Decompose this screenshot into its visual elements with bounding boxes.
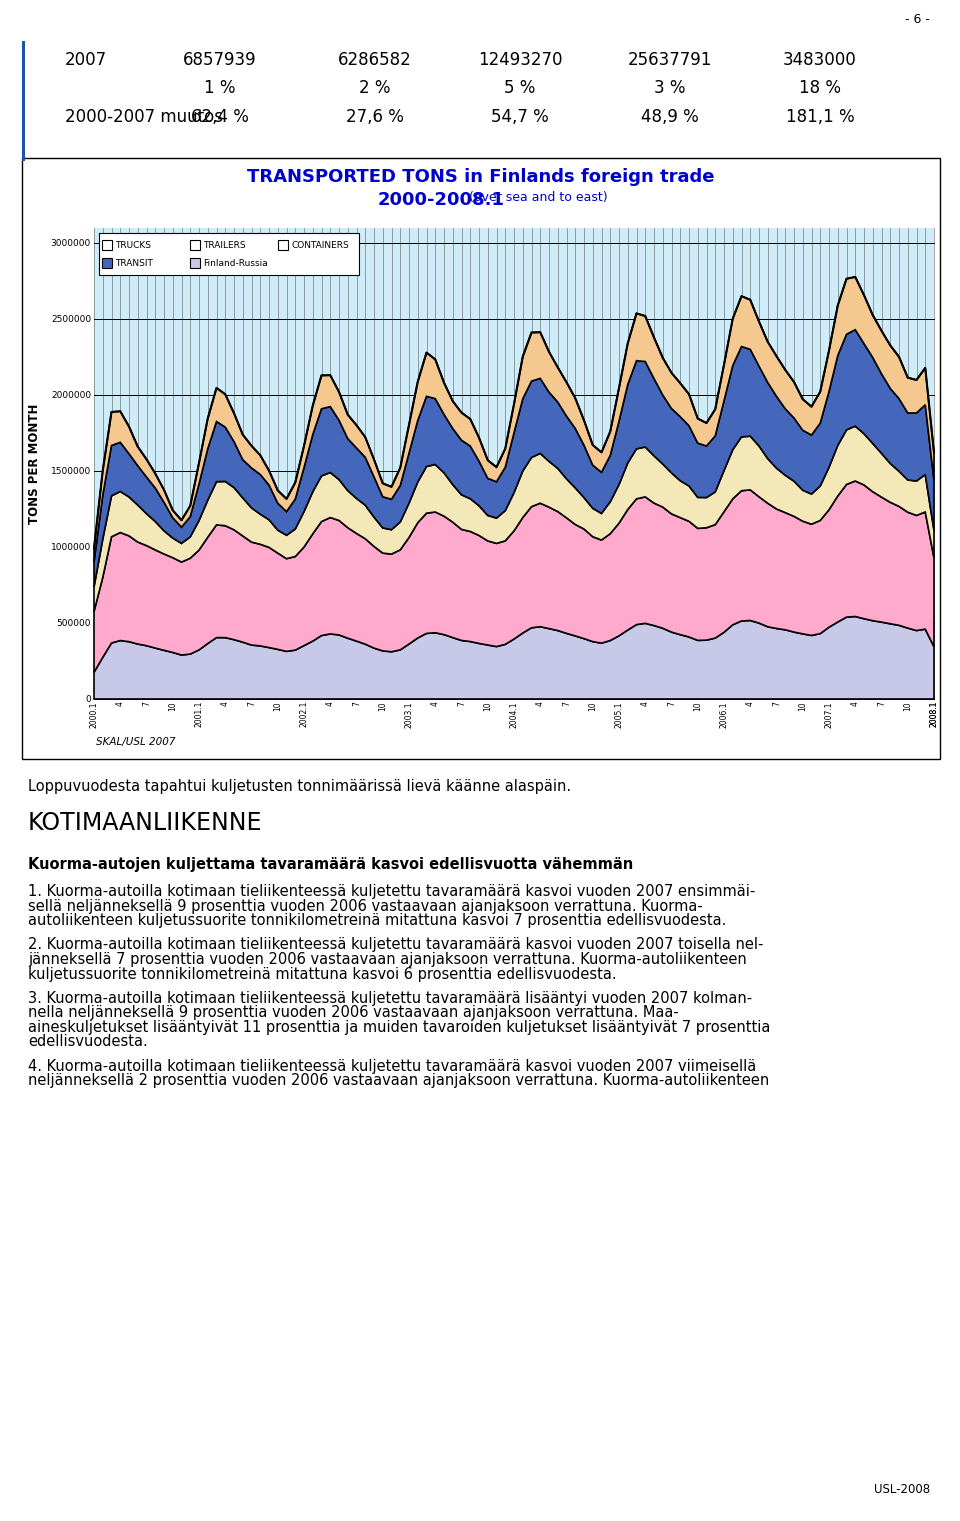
Text: 4: 4 — [746, 701, 755, 706]
Text: SKAL/USL 2007: SKAL/USL 2007 — [96, 738, 176, 747]
Text: 2001.1: 2001.1 — [195, 701, 204, 727]
Text: Kuorma-autojen kuljettama tavaramäärä kasvoi edellisvuotta vähemmän: Kuorma-autojen kuljettama tavaramäärä ka… — [28, 856, 634, 872]
Text: 2005.1: 2005.1 — [614, 701, 623, 727]
Text: Loppuvuodesta tapahtui kuljetusten tonnimäärissä lievä käänne alaspäin.: Loppuvuodesta tapahtui kuljetusten tonni… — [28, 779, 571, 794]
Text: 54,7 %: 54,7 % — [492, 108, 549, 126]
Text: 1 %: 1 % — [204, 79, 236, 97]
Text: 181,1 %: 181,1 % — [785, 108, 854, 126]
Text: TRANSPORTED TONS in Finlands foreign trade: TRANSPORTED TONS in Finlands foreign tra… — [248, 167, 715, 186]
Text: 2007: 2007 — [65, 52, 108, 68]
Text: 6857939: 6857939 — [183, 52, 257, 68]
Text: 1000000: 1000000 — [51, 543, 91, 552]
Text: 2000-2008.1: 2000-2008.1 — [377, 192, 505, 208]
Text: 2 %: 2 % — [359, 79, 391, 97]
Text: 7: 7 — [352, 701, 361, 706]
Text: edellisvuodesta.: edellisvuodesta. — [28, 1034, 148, 1049]
Text: 18 %: 18 % — [799, 79, 841, 97]
Text: 4: 4 — [851, 701, 860, 706]
Text: 2003.1: 2003.1 — [404, 701, 414, 727]
Bar — [102, 240, 112, 249]
Text: 3. Kuorma-autoilla kotimaan tieliikenteessä kuljetettu tavaramäärä lisääntyi vuo: 3. Kuorma-autoilla kotimaan tieliikentee… — [28, 992, 752, 1005]
Text: 62,4 %: 62,4 % — [191, 108, 249, 126]
Text: 4. Kuorma-autoilla kotimaan tieliikenteessä kuljetettu tavaramäärä kasvoi vuoden: 4. Kuorma-autoilla kotimaan tieliikentee… — [28, 1059, 756, 1074]
Polygon shape — [94, 426, 934, 611]
Text: TONS PER MONTH: TONS PER MONTH — [28, 403, 40, 523]
Text: 3000000: 3000000 — [51, 239, 91, 248]
Text: 7: 7 — [772, 701, 781, 706]
Text: 48,9 %: 48,9 % — [641, 108, 699, 126]
Text: - 6 -: - 6 - — [905, 14, 930, 26]
Text: 6286582: 6286582 — [338, 52, 412, 68]
Text: 12493270: 12493270 — [478, 52, 563, 68]
Text: 4: 4 — [221, 701, 229, 706]
Text: 4: 4 — [116, 701, 125, 706]
Text: 2500000: 2500000 — [51, 315, 91, 324]
Text: 2000000: 2000000 — [51, 391, 91, 400]
Text: USL-2008: USL-2008 — [874, 1483, 930, 1497]
Text: 7: 7 — [142, 701, 151, 706]
Text: kuljetussuorite tonnikilometreinä mitattuna kasvoi 6 prosenttia edellisvuodesta.: kuljetussuorite tonnikilometreinä mitatt… — [28, 966, 616, 981]
Text: 2000.1: 2000.1 — [89, 701, 99, 727]
Polygon shape — [94, 330, 934, 587]
Text: 3483000: 3483000 — [783, 52, 857, 68]
Text: sellä neljänneksellä 9 prosenttia vuoden 2006 vastaavaan ajanjaksoon verrattuna.: sellä neljänneksellä 9 prosenttia vuoden… — [28, 899, 703, 914]
Text: 2002.1: 2002.1 — [300, 701, 308, 727]
Text: 2. Kuorma-autoilla kotimaan tieliikenteessä kuljetettu tavaramäärä kasvoi vuoden: 2. Kuorma-autoilla kotimaan tieliikentee… — [28, 937, 763, 952]
Text: 500000: 500000 — [57, 619, 91, 628]
Bar — [190, 240, 200, 249]
Text: (over sea and to east): (over sea and to east) — [465, 192, 608, 204]
Text: 2008.1: 2008.1 — [929, 701, 939, 727]
Text: 0: 0 — [85, 695, 91, 704]
Text: 25637791: 25637791 — [628, 52, 712, 68]
Text: 10: 10 — [799, 701, 807, 710]
Text: 4: 4 — [640, 701, 650, 706]
Text: 7: 7 — [247, 701, 256, 706]
Text: 10: 10 — [168, 701, 178, 710]
Text: 1500000: 1500000 — [51, 467, 91, 476]
Text: autoliikenteen kuljetussuorite tonnikilometreinä mitattuna kasvoi 7 prosenttia e: autoliikenteen kuljetussuorite tonnikilo… — [28, 913, 727, 928]
Text: 7: 7 — [877, 701, 886, 706]
Text: 10: 10 — [483, 701, 492, 710]
Text: 10: 10 — [274, 701, 282, 710]
Bar — [278, 240, 288, 249]
Text: 2000-2007 muutos: 2000-2007 muutos — [65, 108, 223, 126]
Polygon shape — [94, 481, 934, 672]
Text: aineskuljetukset lisääntyivät 11 prosenttia ja muiden tavaroiden kuljetukset lis: aineskuljetukset lisääntyivät 11 prosent… — [28, 1021, 770, 1034]
Text: 10: 10 — [588, 701, 597, 710]
Text: 10: 10 — [378, 701, 387, 710]
Text: 7: 7 — [667, 701, 676, 706]
Polygon shape — [94, 277, 934, 563]
Text: 2007.1: 2007.1 — [825, 701, 833, 727]
Bar — [94, 228, 934, 700]
Bar — [102, 259, 112, 268]
Text: 4: 4 — [536, 701, 544, 706]
Text: 4: 4 — [431, 701, 440, 706]
Bar — [190, 259, 200, 268]
Text: 1. Kuorma-autoilla kotimaan tieliikenteessä kuljetettu tavaramäärä kasvoi vuoden: 1. Kuorma-autoilla kotimaan tieliikentee… — [28, 884, 756, 899]
Text: TRANSIT: TRANSIT — [115, 259, 153, 268]
Text: 5 %: 5 % — [504, 79, 536, 97]
Text: TRUCKS: TRUCKS — [115, 240, 151, 249]
Text: neljänneksellä 2 prosenttia vuoden 2006 vastaavaan ajanjaksoon verrattuna. Kuorm: neljänneksellä 2 prosenttia vuoden 2006 … — [28, 1074, 769, 1089]
Text: TRAILERS: TRAILERS — [203, 240, 246, 249]
Bar — [99, 233, 359, 275]
Text: 2008.1: 2008.1 — [929, 701, 939, 727]
Text: nella neljänneksellä 9 prosenttia vuoden 2006 vastaavaan ajanjaksoon verrattuna.: nella neljänneksellä 9 prosenttia vuoden… — [28, 1005, 679, 1021]
Text: 10: 10 — [903, 701, 912, 710]
Text: jänneksellä 7 prosenttia vuoden 2006 vastaavaan ajanjaksoon verrattuna. Kuorma-a: jänneksellä 7 prosenttia vuoden 2006 vas… — [28, 952, 747, 967]
Text: CONTAINERS: CONTAINERS — [291, 240, 348, 249]
Text: 7: 7 — [562, 701, 571, 706]
Text: KOTIMAANLIIKENNE: KOTIMAANLIIKENNE — [28, 811, 262, 835]
Text: Finland-Russia: Finland-Russia — [203, 259, 268, 268]
Text: 10: 10 — [693, 701, 703, 710]
Text: 2004.1: 2004.1 — [510, 701, 518, 727]
Text: 7: 7 — [457, 701, 466, 706]
Bar — [22, 41, 25, 161]
Text: 4: 4 — [325, 701, 335, 706]
Text: 3 %: 3 % — [655, 79, 685, 97]
Text: 2006.1: 2006.1 — [719, 701, 729, 727]
Text: 27,6 %: 27,6 % — [346, 108, 404, 126]
Polygon shape — [94, 616, 934, 700]
Bar — [22, 158, 940, 759]
